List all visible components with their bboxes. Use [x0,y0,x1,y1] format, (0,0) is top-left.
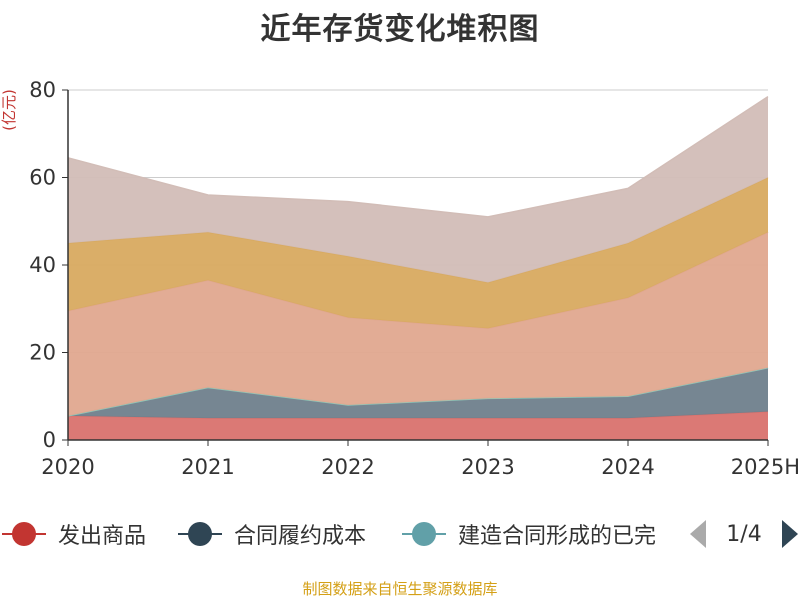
x-tick-label: 2024 [601,455,654,479]
pager-prev-arrow-icon[interactable] [690,520,706,548]
x-tick-label: 2022 [321,455,374,479]
y-axis-label: (亿元) [0,89,18,131]
legend-label: 建造合同形成的已完 [458,524,657,549]
legend-dot [12,522,36,546]
x-tick-label: 2020 [41,455,94,479]
y-tick-label: 60 [29,166,56,190]
x-tick-label: 2023 [461,455,514,479]
source-note: 制图数据来自恒生聚源数据库 [302,580,498,598]
legend-item-shipped-goods[interactable]: 发出商品 [2,514,146,554]
legend-label: 发出商品 [58,524,147,549]
legend: 发出商品 合同履约成本 建造合同形成的已完 1/4 [0,514,800,554]
area-series-4[interactable] [68,177,768,329]
area-series-line [67,95,769,218]
legend-dot [188,522,212,546]
x-tick-label: 2021 [181,455,234,479]
axes: 0 20 40 60 80 2020 2021 2022 2023 2024 2025H [29,78,800,479]
area-series [67,95,769,440]
y-tick-label: 20 [29,341,56,365]
area-series-5[interactable] [68,96,768,283]
legend-marker-icon [402,522,446,546]
pager-page-indicator: 1/4 [726,521,762,547]
legend-marker-icon [2,522,46,546]
legend-marker-icon [178,522,222,546]
legend-item-contract-cost[interactable]: 合同履约成本 [178,514,366,554]
chart-title: 近年存货变化堆积图 [260,12,540,47]
area-series-line [67,231,769,330]
y-tick-label: 40 [29,253,56,277]
legend-item-construction-contract[interactable]: 建造合同形成的已完 [402,514,656,554]
y-tick-label: 80 [29,78,56,102]
legend-label: 合同履约成本 [234,524,367,549]
pager-next-arrow-icon[interactable] [782,520,798,548]
area-series-3[interactable] [68,232,768,416]
area-series-1[interactable] [68,367,768,419]
legend-pager: 1/4 [688,514,800,554]
x-tick-label: 2025H [731,455,800,479]
legend-dot [412,522,436,546]
y-tick-label: 0 [43,428,56,452]
